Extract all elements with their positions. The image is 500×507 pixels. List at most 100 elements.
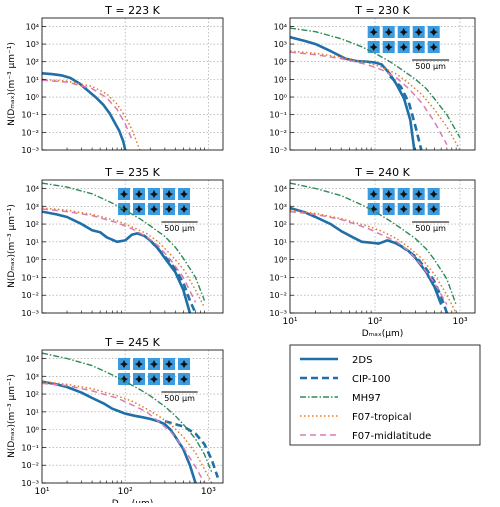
panel-2-ytick-label: 10¹ bbox=[274, 75, 287, 84]
panel-1-ytick-label: 10⁻¹ bbox=[21, 111, 39, 120]
panel-5-crystal-shape bbox=[165, 375, 174, 383]
panel-1-ytick-label: 10⁻² bbox=[21, 128, 39, 137]
panel-2-series-f07-midlatitude bbox=[290, 51, 448, 146]
panel-4-crystal-shape bbox=[384, 205, 393, 213]
panel-5-crystal-shape bbox=[150, 360, 159, 368]
panel-2-frame bbox=[289, 17, 476, 151]
panel-3-plot-area bbox=[42, 180, 223, 313]
panel-5-title: T = 245 K bbox=[104, 336, 160, 349]
panel-4-ytick-label: 10⁻¹ bbox=[269, 273, 287, 282]
panel-1-ytick-label: 10⁰ bbox=[26, 93, 39, 102]
panel-5-ytick-label: 10⁻¹ bbox=[21, 443, 39, 452]
panel-4-xtick-label: 10³ bbox=[452, 317, 467, 327]
panel-5-xtick-label: 10² bbox=[118, 487, 133, 497]
panel-4-crystal-shape bbox=[369, 205, 378, 213]
panel-5-ytick-label: 10⁻³ bbox=[21, 479, 39, 488]
panel-4-crystal-shape bbox=[414, 205, 423, 213]
panel-4-series-f07-midlatitude bbox=[290, 210, 448, 305]
legend-label-cip-100: CIP-100 bbox=[352, 374, 390, 385]
panel-5-series-cip-100 bbox=[164, 419, 220, 479]
panel-3-ytick-label: 10² bbox=[26, 220, 39, 229]
panel-3-crystal-shape bbox=[120, 190, 129, 198]
panel-2-ytick-label: 10⁴ bbox=[274, 22, 287, 31]
panel-4-series-mh97 bbox=[290, 182, 457, 305]
panel-2-ytick-label: 10⁻² bbox=[269, 128, 287, 137]
panel-2-ytick-label: 10⁻¹ bbox=[269, 111, 287, 120]
panel-2-series-mh97 bbox=[290, 27, 461, 139]
panel-3-ytick-label: 10¹ bbox=[26, 238, 39, 247]
panel-4-scalebar-label: 500 μm bbox=[415, 224, 446, 233]
panel-2-crystal-shape bbox=[414, 28, 423, 36]
panel-5-ytick-label: 10⁻² bbox=[21, 461, 39, 470]
panel-5-ytick-label: 10³ bbox=[26, 372, 39, 381]
panel-3-title: T = 235 K bbox=[104, 166, 160, 179]
panel-5-series-mh97 bbox=[42, 352, 213, 473]
legend-label-mh97: MH97 bbox=[352, 393, 381, 404]
panel-4-ytick-label: 10⁻² bbox=[269, 291, 287, 300]
panel-2-plot-area bbox=[290, 18, 475, 150]
panel-5-ytick-label: 10⁰ bbox=[26, 426, 39, 435]
panel-4-plot-area bbox=[290, 180, 475, 313]
panel-3-scalebar-label: 500 μm bbox=[164, 224, 195, 233]
panel-2-crystal-shape bbox=[399, 43, 408, 51]
panel-5-crystal-shape bbox=[180, 360, 189, 368]
panel-2-crystal-shape bbox=[414, 43, 423, 51]
panel-5-crystal-shape bbox=[180, 375, 189, 383]
panel-1-frame bbox=[41, 17, 224, 151]
panel-2-series-2ds bbox=[290, 35, 416, 150]
panel-3-crystal-shape bbox=[180, 190, 189, 198]
legend-box bbox=[289, 344, 481, 446]
panel-1-series-2ds bbox=[42, 72, 127, 150]
panel-1-ytick-label: 10⁻³ bbox=[21, 146, 39, 155]
panel-3-crystal-shape bbox=[135, 205, 144, 213]
panel-2-crystal-shape bbox=[384, 28, 393, 36]
panel-5-scalebar-label: 500 μm bbox=[164, 394, 195, 403]
panel-2-ytick-label: 10⁻³ bbox=[269, 146, 287, 155]
ylabel-1: N(Dₘₐₓ)(m⁻³ μm⁻¹) bbox=[7, 42, 17, 126]
panel-5-series-2ds bbox=[42, 380, 197, 483]
panel-1-ytick-label: 10⁴ bbox=[26, 22, 39, 31]
panel-5-xlabel: Dₘₐₓ(μm) bbox=[112, 499, 154, 503]
panel-4-title: T = 240 K bbox=[354, 166, 410, 179]
panel-5-crystal-shape bbox=[120, 375, 129, 383]
panel-5-crystal-shape bbox=[135, 360, 144, 368]
panel-3-series-cip-100 bbox=[149, 239, 197, 313]
panel-4-crystal-shape bbox=[399, 190, 408, 198]
panel-3-series-mh97 bbox=[42, 182, 206, 301]
panel-5-crystal-shape bbox=[120, 360, 129, 368]
panel-2-crystal-shape bbox=[399, 28, 408, 36]
panel-5-ytick-label: 10¹ bbox=[26, 408, 39, 417]
ylabel-2: N(Dₘₐₓ)(m⁻³ μm⁻¹) bbox=[7, 204, 17, 288]
panel-4-crystal-shape bbox=[369, 190, 378, 198]
panel-5-xtick-label: 10³ bbox=[201, 487, 216, 497]
panel-4-ytick-label: 10⁻³ bbox=[269, 309, 287, 318]
panel-5-frame bbox=[41, 349, 224, 484]
panel-2-ytick-label: 10³ bbox=[274, 40, 287, 49]
panel-5-ytick-label: 10² bbox=[26, 390, 39, 399]
legend-label-f07-midlatitude: F07-midlatitude bbox=[352, 431, 431, 442]
panel-4-ytick-label: 10⁴ bbox=[274, 184, 287, 193]
panel-1-series-f07-midlatitude bbox=[42, 79, 133, 140]
panel-1-ytick-label: 10¹ bbox=[26, 75, 39, 84]
panel-5-ytick-label: 10⁴ bbox=[26, 354, 39, 363]
panel-4-crystal-shape bbox=[414, 190, 423, 198]
panel-4-ytick-label: 10² bbox=[274, 220, 287, 229]
panel-4-ytick-label: 10¹ bbox=[274, 238, 287, 247]
panel-3-crystal-shape bbox=[135, 190, 144, 198]
panel-1-ytick-label: 10² bbox=[26, 58, 39, 67]
panel-3-crystal-shape bbox=[180, 205, 189, 213]
panel-2-crystal-shape bbox=[429, 28, 438, 36]
legend-label-f07-tropical: F07-tropical bbox=[352, 412, 412, 423]
panel-3-ytick-label: 10³ bbox=[26, 202, 39, 211]
panel-4-frame bbox=[289, 179, 476, 314]
panel-3-series-f07-midlatitude bbox=[42, 208, 197, 303]
panel-5-xtick-label: 10¹ bbox=[34, 487, 49, 497]
panel-4-ytick-label: 10⁰ bbox=[274, 256, 287, 265]
panel-3-series-f07-tropical bbox=[42, 207, 206, 308]
panel-4-series-cip-100 bbox=[399, 244, 449, 313]
panel-3-ytick-label: 10⁰ bbox=[26, 256, 39, 265]
legend-label-2ds: 2DS bbox=[352, 355, 372, 366]
panel-4-xtick-label: 10¹ bbox=[282, 317, 297, 327]
panel-2-title: T = 230 K bbox=[354, 4, 410, 17]
